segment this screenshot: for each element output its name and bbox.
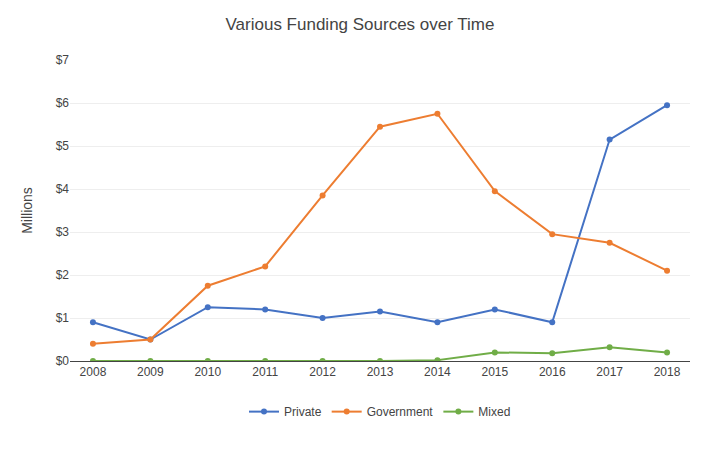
svg-text:$4: $4 [56,182,70,196]
svg-text:$0: $0 [56,354,70,368]
svg-text:2011: 2011 [252,365,278,379]
svg-text:$6: $6 [56,96,70,110]
svg-text:$3: $3 [56,225,70,239]
svg-text:2010: 2010 [194,365,221,379]
svg-text:2017: 2017 [596,365,623,379]
svg-text:2013: 2013 [367,365,394,379]
svg-text:2015: 2015 [481,365,508,379]
svg-text:Various Funding Sources over T: Various Funding Sources over Time [226,15,495,34]
svg-text:Government: Government [367,405,434,419]
svg-text:2008: 2008 [80,365,107,379]
svg-text:Millions: Millions [19,187,35,234]
svg-text:2009: 2009 [137,365,164,379]
svg-text:$2: $2 [56,268,70,282]
svg-text:$1: $1 [56,311,70,325]
svg-text:Private: Private [284,405,322,419]
svg-text:2014: 2014 [424,365,451,379]
svg-text:2016: 2016 [539,365,566,379]
svg-text:$7: $7 [56,53,70,67]
svg-text:2012: 2012 [309,365,336,379]
svg-text:2018: 2018 [654,365,681,379]
svg-text:$5: $5 [56,139,70,153]
svg-text:Mixed: Mixed [478,405,510,419]
